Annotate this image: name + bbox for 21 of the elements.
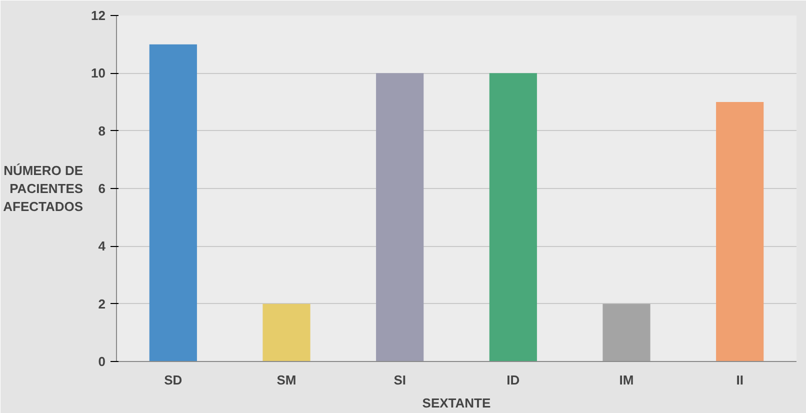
bar xyxy=(376,73,424,362)
bar xyxy=(262,304,310,362)
x-tick-label: SI xyxy=(394,372,406,388)
bar xyxy=(489,73,537,362)
y-tick-label: 0 xyxy=(98,354,106,369)
x-tick-label: SD xyxy=(164,372,182,388)
y-axis-title: NÚMERO DE PACIENTES AFECTADOS xyxy=(3,163,84,214)
x-axis-title: SEXTANTE xyxy=(422,396,492,410)
x-tick-label: IM xyxy=(619,372,634,388)
x-tick-label: II xyxy=(736,372,744,388)
x-tick-label: SM xyxy=(276,372,296,388)
y-tick-label: 2 xyxy=(98,296,106,312)
y-tick-label: 10 xyxy=(91,66,106,81)
bar xyxy=(149,44,197,362)
y-tick-label: 8 xyxy=(98,123,106,138)
y-tick-label: 4 xyxy=(98,238,106,254)
bar xyxy=(602,304,650,362)
y-tick-label: 6 xyxy=(98,181,106,196)
x-tick-label: ID xyxy=(506,372,520,388)
bar xyxy=(716,102,764,362)
y-tick-label: 12 xyxy=(91,8,106,23)
